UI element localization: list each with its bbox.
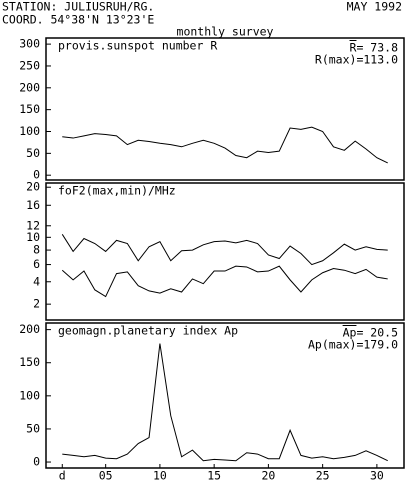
- y-tick-label: 20: [26, 180, 40, 194]
- x-tick-label: 10: [153, 469, 167, 480]
- y-tick-label: 0: [33, 455, 40, 469]
- annotation: Ap(max)=179.0: [308, 338, 398, 352]
- y-tick-label: 200: [19, 322, 40, 336]
- data-line: [62, 126, 388, 164]
- y-tick-label: 250: [19, 58, 40, 72]
- y-tick-label: 8: [33, 243, 40, 257]
- y-tick-label: 12: [26, 218, 40, 232]
- y-tick-label: 6: [33, 257, 40, 271]
- y-tick-label: 100: [19, 388, 40, 402]
- annotation: Ap= 20.5: [343, 326, 398, 340]
- y-tick-label: 50: [26, 421, 40, 435]
- x-tick-label: d: [59, 469, 66, 480]
- x-tick-label: 25: [316, 469, 330, 480]
- y-tick-label: 100: [19, 124, 40, 138]
- y-tick-label: 2: [33, 297, 40, 311]
- y-tick-label: 150: [19, 102, 40, 116]
- panel-title: geomagn.planetary index Ap: [58, 324, 238, 338]
- coord: COORD. 54°38'N 13°23'E: [2, 13, 154, 27]
- y-tick-label: 4: [33, 274, 40, 288]
- panel-title: foF2(max,min)/MHz: [58, 184, 176, 198]
- y-tick-label: 150: [19, 355, 40, 369]
- x-tick-label: 20: [261, 469, 275, 480]
- y-tick-label: 10: [26, 230, 40, 244]
- y-tick-label: 0: [33, 168, 40, 182]
- data-line: [61, 265, 388, 298]
- station: STATION: JULIUSRUH/RG.: [2, 0, 154, 14]
- data-line: [61, 234, 388, 266]
- annotation: R= 73.8: [350, 41, 399, 55]
- panel-frame: [45, 182, 405, 321]
- y-tick-label: 50: [26, 146, 40, 160]
- x-tick-label: 05: [99, 469, 113, 480]
- x-tick-label: 30: [370, 469, 384, 480]
- date: MAY 1992: [347, 0, 402, 14]
- y-tick-label: 300: [19, 37, 40, 51]
- subtitle: monthly survey: [177, 25, 274, 39]
- panel-frame: [45, 37, 405, 181]
- panel-title: provis.sunspot number R: [58, 39, 217, 53]
- x-tick-label: 15: [207, 469, 221, 480]
- data-line: [62, 343, 388, 462]
- annotation: R(max)=113.0: [315, 53, 398, 67]
- y-tick-label: 16: [26, 198, 40, 212]
- y-tick-label: 200: [19, 80, 40, 94]
